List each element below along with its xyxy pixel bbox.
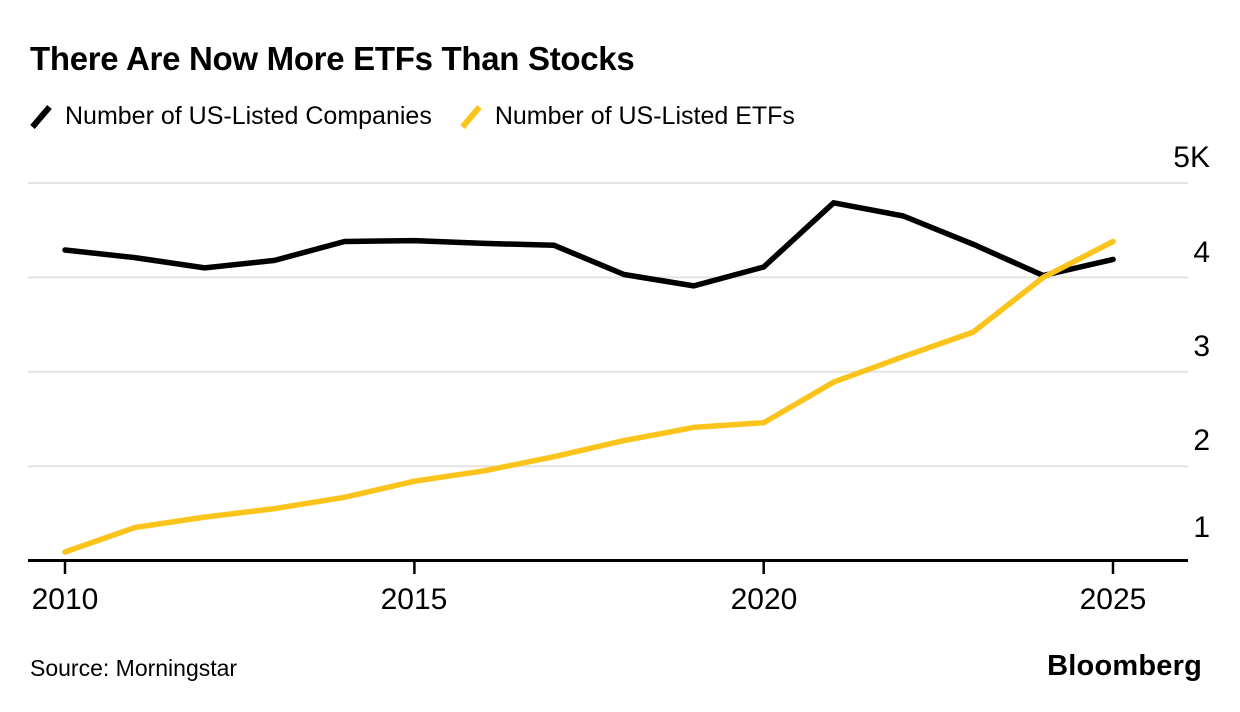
legend-item-etfs: Number of US-Listed ETFs — [458, 102, 795, 131]
y-tick-label-2: 2 — [1193, 424, 1210, 457]
y-tick-label-1: 1 — [1193, 511, 1210, 544]
legend-label-etfs: Number of US-Listed ETFs — [494, 102, 795, 130]
x-axis-ticks — [63, 562, 1115, 574]
x-tick-label-2020: 2020 — [730, 583, 798, 616]
companies-line-swatch-icon — [30, 104, 52, 129]
x-tick-label-2010: 2010 — [31, 583, 99, 616]
chart-legend: Number of US-Listed Companies Number of … — [28, 102, 795, 131]
chart-title: There Are Now More ETFs Than Stocks — [30, 40, 635, 77]
legend-item-companies: Number of US-Listed Companies — [28, 102, 432, 131]
source-credit: Source: Morningstar — [30, 655, 238, 681]
x-tick-label-2025: 2025 — [1079, 583, 1147, 616]
legend-label-companies: Number of US-Listed Companies — [65, 102, 432, 130]
bloomberg-logo: Bloomberg — [1047, 650, 1202, 682]
y-tick-label-5k: 5K — [1173, 141, 1210, 174]
y-tick-label-4: 4 — [1193, 236, 1210, 269]
x-tick-label-2015: 2015 — [380, 583, 448, 616]
gridlines — [28, 182, 1188, 468]
etfs-line — [62, 238, 1116, 555]
y-tick-label-3: 3 — [1193, 330, 1210, 363]
etfs-line-swatch-icon — [460, 104, 482, 129]
companies-line — [62, 200, 1116, 289]
